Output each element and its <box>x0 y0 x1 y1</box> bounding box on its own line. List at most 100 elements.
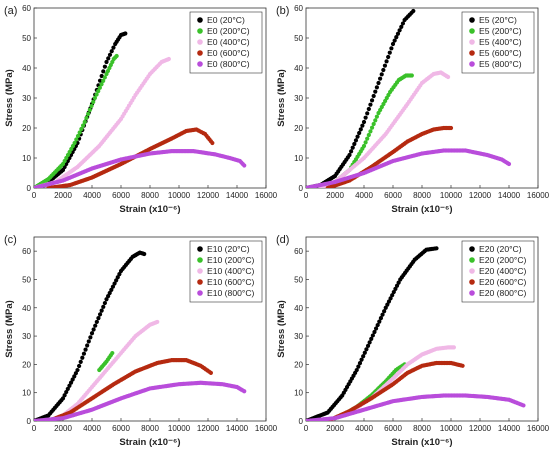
data-point <box>368 129 373 134</box>
legend: E5 (20°C)E5 (200°C)E5 (400°C)E5 (600°C)E… <box>461 11 535 74</box>
data-point <box>362 350 367 355</box>
data-point <box>372 329 377 335</box>
data-point <box>109 287 114 292</box>
data-point <box>353 138 359 143</box>
data-point <box>97 85 102 90</box>
data-point <box>378 316 384 321</box>
x-tick-label: 2000 <box>326 424 344 433</box>
legend-entry: E0 (800°C) <box>207 59 250 69</box>
data-point <box>83 347 88 352</box>
data-point <box>371 93 376 99</box>
data-point <box>378 76 383 81</box>
data-point <box>386 54 391 60</box>
data-point <box>97 78 103 83</box>
x-tick-label: 12000 <box>469 191 492 200</box>
data-point <box>521 403 526 408</box>
data-point <box>355 134 360 139</box>
x-tick-label: 6000 <box>384 424 402 433</box>
data-point <box>393 286 398 291</box>
data-point <box>74 137 79 142</box>
data-point <box>363 140 368 145</box>
data-point <box>101 304 106 309</box>
data-point <box>382 63 388 68</box>
data-point <box>358 127 363 132</box>
data-point <box>99 308 104 313</box>
y-tick-label: 40 <box>294 304 303 313</box>
x-tick-label: 2000 <box>54 191 72 200</box>
legend-marker <box>469 17 475 23</box>
y-tick-label: 10 <box>294 154 303 163</box>
data-point <box>102 64 107 69</box>
data-point <box>383 305 388 310</box>
x-tick-label: 4000 <box>355 424 373 433</box>
y-tick-label: 30 <box>294 94 303 103</box>
data-point <box>242 389 247 394</box>
data-point <box>365 343 371 348</box>
data-point <box>361 354 366 359</box>
y-tick-label: 50 <box>22 275 31 284</box>
legend-marker <box>469 257 475 263</box>
data-point <box>409 73 414 78</box>
legend-entry: E5 (20°C) <box>479 15 517 25</box>
x-tick-label: 8000 <box>413 191 431 200</box>
data-point <box>367 340 372 345</box>
y-tick-label: 20 <box>22 124 31 133</box>
x-tick-label: 8000 <box>141 424 159 433</box>
series-4 <box>46 127 215 188</box>
data-point <box>373 118 378 123</box>
data-point <box>166 56 171 62</box>
data-point <box>102 300 107 306</box>
data-point <box>369 336 374 342</box>
y-tick-label: 20 <box>294 360 303 369</box>
data-point <box>68 380 74 385</box>
y-tick-label: 10 <box>294 389 303 398</box>
y-tick-label: 40 <box>294 64 303 73</box>
x-tick-label: 16000 <box>255 424 278 433</box>
x-tick-label: 4000 <box>355 191 373 200</box>
y-tick-label: 30 <box>294 332 303 341</box>
data-point <box>399 24 404 29</box>
legend: E10 (20°C)E10 (200°C)E10 (400°C)E10 (600… <box>189 240 263 303</box>
data-point <box>375 322 380 328</box>
legend-entry: E5 (200°C) <box>479 26 522 36</box>
data-point <box>78 359 83 364</box>
legend-entry: E5 (400°C) <box>479 37 522 47</box>
data-point <box>385 302 390 307</box>
x-tick-label: 0 <box>32 191 37 200</box>
legend-entry: E10 (20°C) <box>207 244 250 254</box>
x-tick-label: 14000 <box>498 191 521 200</box>
data-point <box>111 45 116 50</box>
x-tick-label: 0 <box>32 424 37 433</box>
legend-entry: E20 (200°C) <box>479 255 527 265</box>
data-point <box>93 323 98 328</box>
data-point <box>361 119 367 125</box>
x-tick-label: 10000 <box>440 424 463 433</box>
x-tick-label: 2000 <box>326 191 344 200</box>
x-tick-label: 14000 <box>226 424 249 433</box>
data-point <box>357 361 363 366</box>
data-point <box>99 73 104 79</box>
data-point <box>448 125 454 131</box>
data-point <box>75 133 81 139</box>
x-tick-label: 0 <box>304 424 309 433</box>
data-point <box>359 357 364 362</box>
data-point <box>360 123 365 128</box>
data-point <box>397 28 402 33</box>
data-point <box>107 290 112 296</box>
data-point <box>411 8 416 14</box>
data-point <box>366 132 371 138</box>
data-point <box>368 102 373 107</box>
data-point <box>64 389 69 395</box>
x-tick-label: 6000 <box>112 191 130 200</box>
y-tick-label: 50 <box>22 34 31 43</box>
data-point <box>102 75 107 80</box>
data-point <box>70 377 75 382</box>
y-tick-label: 0 <box>299 417 304 426</box>
data-point <box>363 115 368 120</box>
data-point <box>87 107 92 113</box>
data-point <box>376 80 381 86</box>
x-tick-label: 8000 <box>141 191 159 200</box>
data-point <box>89 331 95 336</box>
legend-marker <box>469 28 475 34</box>
chart-panel-3: (c) 0 2000 4000 6000 8000 10000 12000 14000 16000… <box>4 234 278 448</box>
